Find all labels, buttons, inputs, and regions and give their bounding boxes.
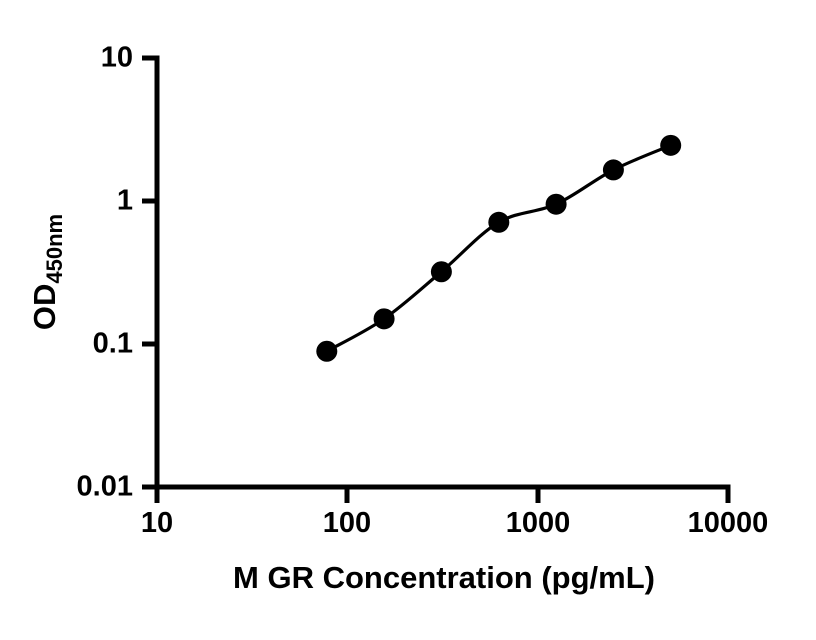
y-tick-label-1: 1: [117, 185, 133, 217]
y-axis-title-subscript: 450nm: [42, 214, 67, 284]
x-tick-label-100: 100: [323, 507, 371, 539]
y-axis-title-main: OD: [27, 284, 62, 331]
x-tick-label-10000: 10000: [688, 507, 769, 539]
x-axis-ticks: [154, 487, 731, 503]
y-axis-title: OD450nm: [27, 214, 67, 330]
data-point: [660, 134, 682, 156]
data-point: [373, 308, 395, 330]
x-axis-title: M GR Concentration (pg/mL): [233, 560, 655, 595]
data-point: [430, 261, 452, 283]
y-axis-title-text: OD450nm: [27, 214, 67, 330]
y-tick-label-0-1: 0.1: [93, 328, 133, 360]
data-point: [488, 211, 510, 233]
x-tick-label-1000: 1000: [506, 507, 571, 539]
data-point: [316, 340, 338, 362]
data-point-markers: [316, 134, 682, 362]
y-tick-label-10: 10: [101, 42, 133, 74]
y-tick-label-0-01: 0.01: [77, 471, 133, 503]
data-point: [545, 193, 567, 215]
data-point: [602, 159, 624, 181]
x-tick-label-10: 10: [141, 507, 173, 539]
